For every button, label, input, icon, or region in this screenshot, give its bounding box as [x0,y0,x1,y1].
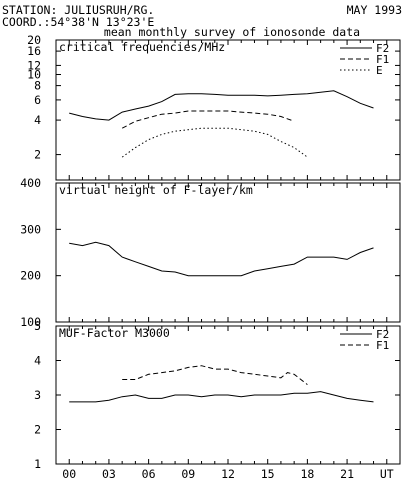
y-tick-label: 4 [34,113,41,127]
date-label: MAY 1993 [347,3,402,17]
series-line-f1 [122,365,308,385]
y-tick-label: 3 [34,388,41,402]
y-tick-label: 16 [27,44,41,58]
plot-frame [55,182,401,323]
legend-label-f1: F1 [376,53,389,66]
x-tick-label: 12 [221,467,235,480]
y-tick-label: 100 [20,315,41,329]
series-line-f1 [121,110,295,129]
x-tick-label: 03 [102,467,116,480]
y-tick-label: 5 [34,319,41,333]
y-tick-label: 400 [20,176,41,190]
y-tick-label: 10 [27,67,41,81]
panel-2: virtual height of F-layer/km 100 200 300 400 [20,176,401,329]
x-tick-label: UT [380,467,394,480]
legend-label-f2: F2 [376,42,389,55]
panel-title: critical frequencies/MHz [59,40,225,54]
legend-label-f2: F2 [376,328,389,341]
panel-title: virtual height of F-layer/km [59,183,253,197]
series-line-e [121,127,308,158]
y-tick-label: 2 [34,423,41,437]
panel-title: MUF-Factor M3000 [59,326,170,340]
y-tick-label: 1 [34,457,41,471]
y-tick-label: 200 [20,269,41,283]
station-label: STATION: JULIUSRUH/RG. [2,3,154,17]
coord-label: COORD.:54°38'N 13°23'E [2,15,154,29]
x-tick-label: 09 [181,467,195,480]
series-line-f2 [69,391,374,403]
series-line-f2 [69,90,374,121]
y-tick-label: 12 [27,58,41,72]
y-tick-label: 4 [34,354,41,368]
legend-label-f1: F1 [376,339,389,352]
legend-label-e: E [376,64,383,77]
y-tick-label: 6 [34,93,41,107]
y-tick-label: 8 [34,79,41,93]
series-line-1 [69,241,374,277]
y-tick-label: 20 [27,33,41,47]
y-tick-label: 300 [20,222,41,236]
subtitle-label: mean monthly survey of ionosonde data [104,25,360,39]
plot-frame [55,39,401,181]
y-tick-label: 2 [34,148,41,162]
x-tick-label: 15 [261,467,275,480]
x-tick-label: 06 [142,467,156,480]
x-tick-label: 00 [62,467,76,480]
x-tick-label: 21 [340,467,354,480]
x-tick-label: 18 [300,467,314,480]
